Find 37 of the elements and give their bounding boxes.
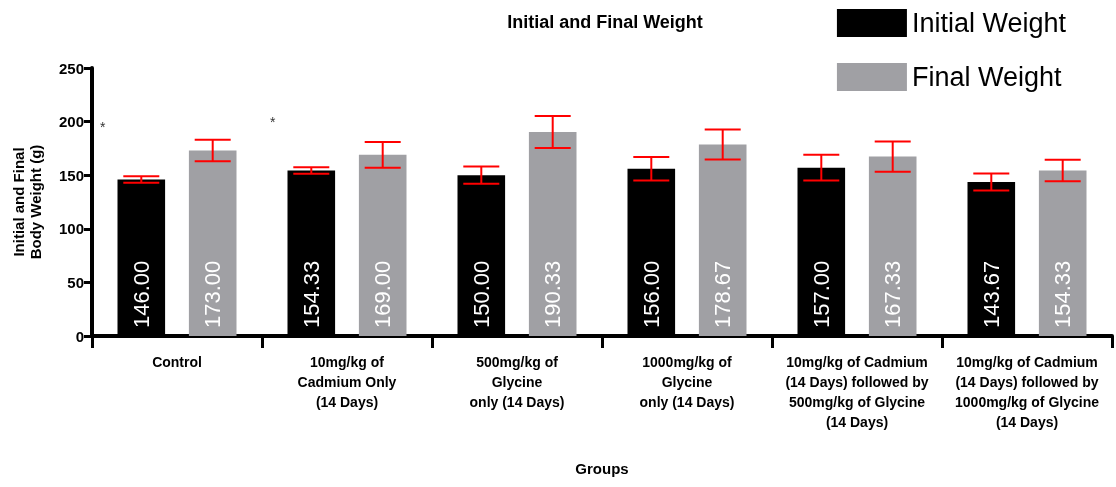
y-tick-label: 250 xyxy=(58,59,84,77)
y-tick-label: 150 xyxy=(58,166,84,184)
bar xyxy=(358,154,407,336)
data-label: 150.00 xyxy=(468,260,494,328)
annotation: * xyxy=(270,114,276,130)
y-tick-label: 100 xyxy=(58,220,84,238)
bar xyxy=(868,156,917,336)
bar xyxy=(1038,170,1087,336)
chart-title: Initial and Final Weight xyxy=(507,12,703,32)
data-label: 146.00 xyxy=(128,260,154,328)
legend-label: Final Weight xyxy=(911,62,1062,92)
legend-label: Initial Weight xyxy=(911,8,1067,38)
data-label: 154.33 xyxy=(298,260,324,328)
x-tick-label: Control xyxy=(152,354,202,370)
data-label: 169.00 xyxy=(370,260,396,328)
x-tick-label: 1000mg/kg of Glycine only (14 Days) xyxy=(639,354,735,410)
bar xyxy=(698,144,747,336)
data-label: 157.00 xyxy=(808,260,834,328)
x-tick-label: 10mg/kg of Cadmium (14 Days) followed by 1000mg/kg of Glycine (14 Days) xyxy=(955,354,1100,430)
y-tick-label: 0 xyxy=(75,327,84,345)
x-tick-label: 10mg/kg of Cadmium Only (14 Days) xyxy=(297,354,397,410)
x-tick-label: 500mg/kg of Glycine only (14 Days) xyxy=(469,354,565,410)
data-label: 156.00 xyxy=(638,260,664,328)
data-label: 167.33 xyxy=(880,260,906,328)
data-label: 173.00 xyxy=(200,260,226,328)
y-axis-title: Initial and Final Body Weight (g) xyxy=(10,144,44,260)
bar xyxy=(188,150,237,336)
data-label: 190.33 xyxy=(540,260,566,328)
data-label: 178.67 xyxy=(710,260,736,328)
data-label: 154.33 xyxy=(1050,260,1076,328)
x-axis-title: Groups xyxy=(575,460,629,477)
y-tick-label: 50 xyxy=(67,273,84,291)
annotation: * xyxy=(100,119,106,135)
y-tick-label: 200 xyxy=(58,113,84,131)
bar xyxy=(528,131,577,336)
data-label: 143.67 xyxy=(978,260,1004,328)
x-tick-label: 10mg/kg of Cadmium (14 Days) followed by 500mg/kg of Glycine (14 Days) xyxy=(785,354,929,430)
